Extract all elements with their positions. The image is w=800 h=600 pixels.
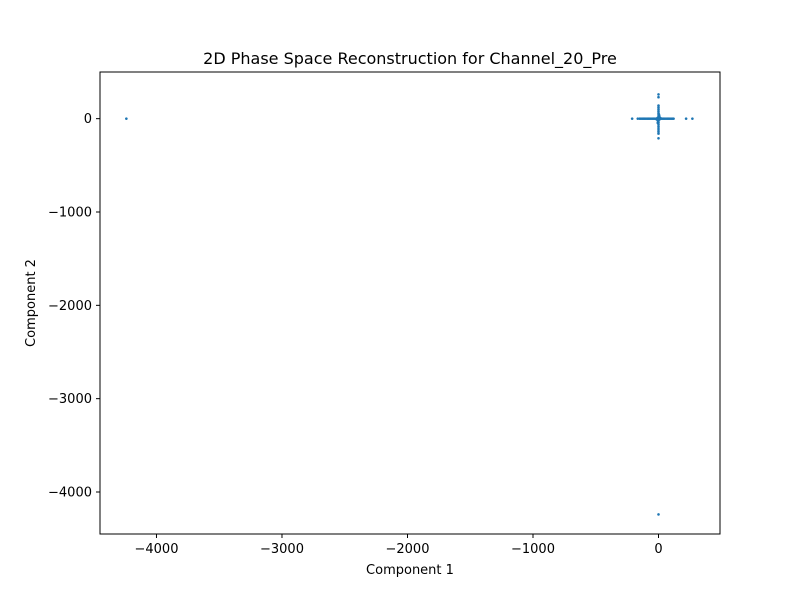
x-axis-label: Component 1: [366, 563, 454, 578]
data-point: [657, 126, 660, 130]
data-point: [657, 130, 660, 134]
y-axis-ticks: 0 −1000 −2000 −3000 −4000: [48, 112, 100, 501]
data-point: [657, 513, 660, 516]
y-tick-label: −3000: [48, 392, 92, 407]
plot-area-frame: [99, 71, 721, 535]
x-axis-ticks: −4000 −3000 −2000 −1000 0: [134, 534, 663, 557]
data-point: [630, 117, 634, 120]
data-point: [656, 121, 660, 125]
y-tick-label: −4000: [48, 486, 92, 501]
data-point: [657, 104, 660, 107]
x-tick-label: −2000: [385, 542, 429, 557]
data-point: [658, 116, 661, 119]
y-axis-label: Component 2: [24, 259, 39, 347]
data-point: [684, 117, 688, 120]
data-point: [125, 117, 128, 120]
data-point: [657, 113, 661, 116]
data-point: [657, 132, 660, 135]
data-point: [657, 106, 660, 109]
data-point: [657, 136, 660, 140]
x-tick-label: 0: [654, 542, 662, 557]
y-tick-label: −2000: [48, 299, 92, 314]
x-tick-label: −3000: [260, 542, 304, 557]
y-tick-label: 0: [84, 112, 92, 127]
data-point: [657, 128, 660, 132]
data-point: [656, 118, 659, 122]
x-tick-label: −4000: [134, 542, 178, 557]
x-tick-label: −1000: [511, 542, 555, 557]
data-point: [657, 108, 660, 111]
data-point: [657, 95, 660, 99]
data-point: [657, 124, 660, 128]
chart-title: 2D Phase Space Reconstruction for Channe…: [203, 49, 617, 69]
data-point: [636, 117, 640, 120]
points-layer: [125, 93, 694, 516]
data-point: [672, 117, 675, 120]
data-point: [657, 109, 660, 113]
data-point: [657, 93, 660, 96]
y-tick-label: −1000: [48, 206, 92, 221]
data-point: [691, 117, 694, 120]
